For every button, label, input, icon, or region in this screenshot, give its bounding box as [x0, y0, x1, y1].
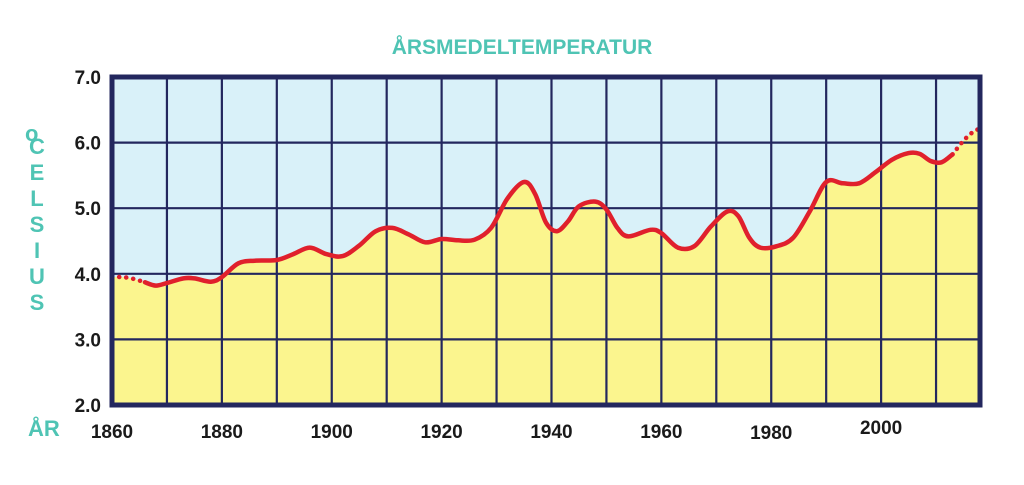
plot-frame — [109, 74, 983, 408]
x-tick-label: 1980 — [750, 423, 792, 444]
x-axis-label: ÅR — [28, 415, 60, 441]
y-tick-label: 5.0 — [75, 199, 101, 220]
x-tick-label: 1960 — [640, 422, 682, 443]
area-fill-below-line — [112, 129, 980, 405]
y-axis-label-letter: L — [30, 186, 43, 211]
x-tick-label: 1940 — [530, 422, 572, 443]
y-axis-label-letter: U — [29, 264, 45, 289]
grid-lines — [112, 77, 980, 405]
y-axis-label-letter: C — [29, 134, 45, 159]
y-axis-degree-symbol: o — [25, 121, 38, 146]
y-axis-label-letter: S — [30, 290, 45, 315]
chart-title: ÅRSMEDELTEMPERATUR — [392, 35, 653, 59]
x-tick-label: 1880 — [201, 422, 243, 443]
x-tick-label: 2000 — [860, 418, 902, 439]
y-tick-label: 3.0 — [75, 330, 101, 351]
x-tick-label: 1900 — [311, 422, 353, 443]
y-tick-label: 6.0 — [75, 134, 101, 155]
y-tick-label: 2.0 — [75, 396, 101, 417]
y-axis-label-letter: E — [30, 160, 45, 185]
temperature-series-line — [142, 150, 955, 288]
y-tick-label: 7.0 — [75, 68, 101, 89]
y-axis-label-letter: S — [30, 212, 45, 237]
x-tick-label: 1860 — [91, 422, 133, 443]
y-axis-label-letter: I — [34, 238, 40, 263]
temperature-series-dotted-start — [109, 274, 148, 285]
plot-area — [109, 74, 983, 408]
x-tick-label: 1920 — [420, 422, 462, 443]
x-tick-labels: 1860 1880 1900 1920 1940 1960 1980 2000 — [91, 418, 902, 444]
y-tick-label: 4.0 — [75, 265, 101, 286]
y-tick-labels: 2.0 3.0 4.0 5.0 6.0 7.0 — [75, 68, 101, 417]
